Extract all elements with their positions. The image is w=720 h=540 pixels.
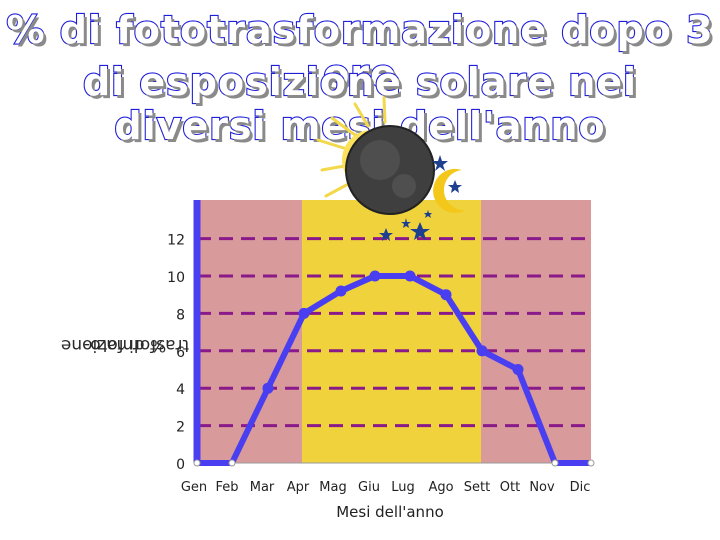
x-tick-label-gen: Gen	[181, 480, 207, 495]
band-winter-spring	[197, 200, 302, 463]
x-tick-label-dic: Dic	[570, 480, 591, 495]
x-tick-label-nov: Nov	[529, 480, 555, 495]
data-point-lug	[404, 270, 416, 282]
data-point-mar	[262, 382, 274, 394]
y-tick-label-12: 12	[167, 233, 185, 249]
data-point-apr	[298, 307, 310, 319]
x-tick-label-giu: Giu	[358, 480, 380, 495]
y-axis-label-line-2: trasformazione	[60, 335, 190, 355]
chart-title-line-1: % di fototrasformazione dopo 3 ore	[5, 7, 714, 97]
band-summer	[302, 200, 481, 463]
y-tick-label-6: 6	[176, 345, 185, 361]
y-tick-label-10: 10	[167, 270, 185, 286]
y-axis-label: % di foto-trasformazione	[61, 250, 189, 440]
data-point-ago	[440, 289, 452, 301]
y-tick-label-2: 2	[176, 420, 185, 436]
x-tick-label-mar: Mar	[250, 480, 275, 495]
data-point-sett	[476, 345, 488, 357]
x-tick-label-feb: Feb	[215, 480, 238, 495]
series-line	[194, 273, 594, 466]
data-point-mag	[335, 285, 347, 297]
x-tick-label-ott: Ott	[500, 480, 520, 495]
data-point-feb	[228, 459, 236, 467]
x-tick-label-ago: Ago	[428, 480, 453, 495]
data-point-nov	[551, 459, 559, 467]
sun-moon-illustration	[316, 96, 466, 241]
data-point-gen	[193, 459, 201, 467]
y-tick-label-8: 8	[176, 307, 185, 323]
x-axis-label: Mesi dell'anno	[336, 503, 444, 521]
data-point-dic	[587, 459, 595, 467]
data-point-giu	[369, 270, 381, 282]
x-tick-label-mag: Mag	[319, 480, 346, 495]
y-tick-label-4: 4	[176, 382, 185, 398]
y-tick-label-0: 0	[176, 457, 185, 473]
x-tick-label-lug: Lug	[391, 480, 415, 495]
x-tick-label-sett: Sett	[464, 480, 490, 495]
x-tick-label-apr: Apr	[287, 480, 310, 495]
data-point-ott	[512, 364, 524, 375]
